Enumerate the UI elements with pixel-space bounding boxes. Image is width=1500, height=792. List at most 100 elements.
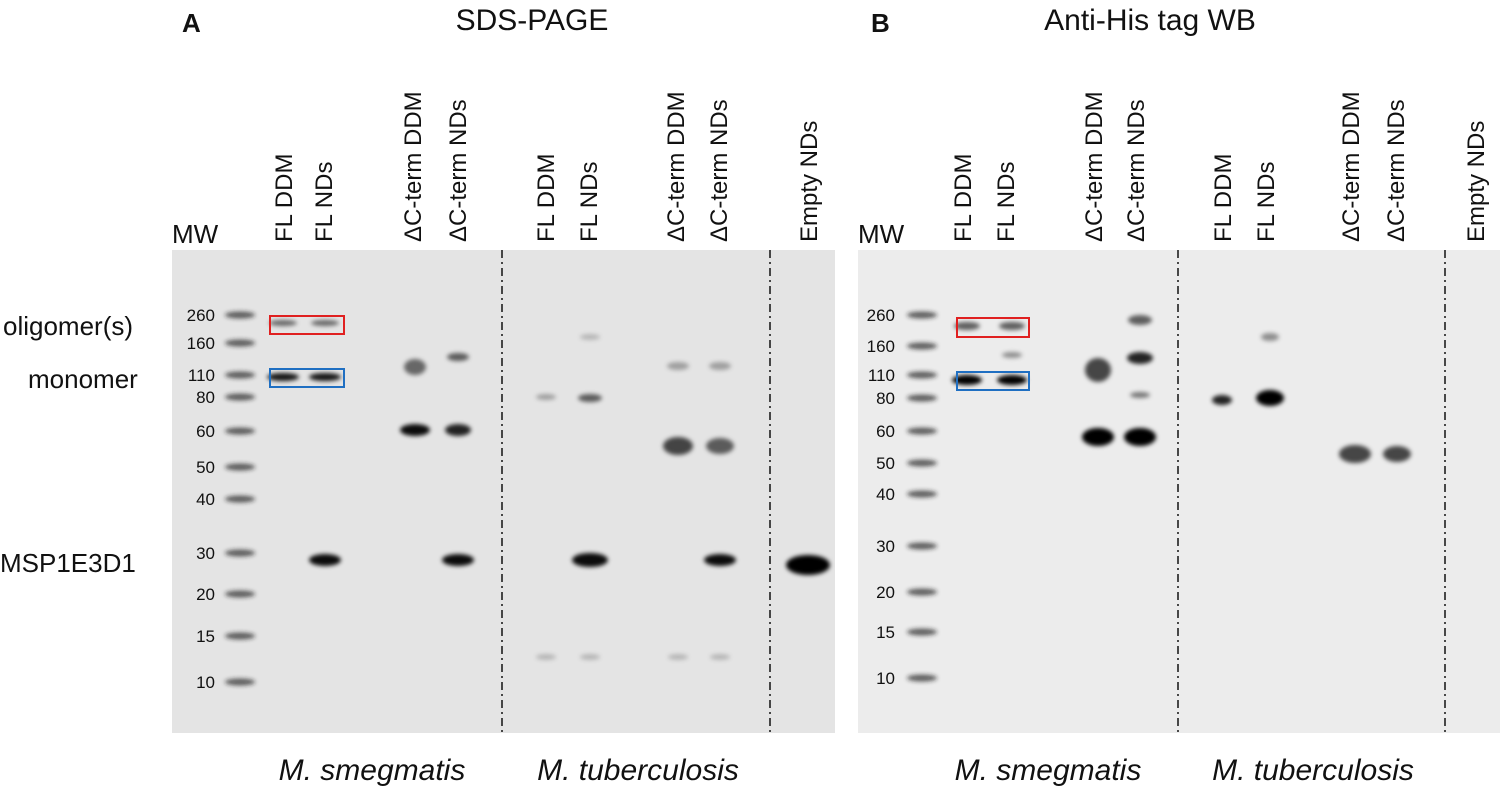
ladder-band <box>907 674 937 682</box>
lane-label: FL NDs <box>993 162 1020 242</box>
panel-letter: B <box>871 8 890 38</box>
band <box>311 320 339 326</box>
band <box>1339 445 1371 463</box>
band <box>309 373 341 381</box>
band <box>668 654 688 660</box>
ladder-band <box>225 339 255 347</box>
band <box>1124 428 1156 446</box>
ladder-band <box>225 393 255 401</box>
bands <box>225 311 1411 686</box>
band <box>786 555 830 575</box>
band <box>1256 390 1284 406</box>
marker-label: 40 <box>876 485 895 504</box>
band <box>572 553 608 567</box>
marker-label: 15 <box>876 623 895 642</box>
mw-label: MW <box>858 219 905 249</box>
band <box>578 394 602 402</box>
band <box>1261 333 1279 341</box>
band <box>1212 395 1232 405</box>
lane-label: Empty NDs <box>1463 121 1490 242</box>
band <box>536 654 556 660</box>
band <box>1002 352 1022 358</box>
ladder-band <box>225 678 255 686</box>
lane-dividers <box>501 250 1446 733</box>
marker-label: 260 <box>187 306 215 325</box>
ladder-band <box>225 463 255 471</box>
marker-label: 160 <box>867 337 895 356</box>
marker-label: 60 <box>196 422 215 441</box>
band <box>997 375 1027 385</box>
band <box>580 654 600 660</box>
lane-label: FL DDM <box>950 154 977 242</box>
highlight-boxes <box>269 315 1030 391</box>
band <box>667 362 689 370</box>
ladder-band <box>907 542 937 550</box>
band <box>580 334 600 340</box>
ladder-band <box>907 588 937 596</box>
lane-label: ΔC-term DDM <box>663 91 690 242</box>
lane-label: FL NDs <box>1253 162 1280 242</box>
marker-label: 50 <box>876 454 895 473</box>
marker-label: 30 <box>196 544 215 563</box>
gel-a <box>172 250 835 733</box>
lane-label: ΔC-term DDM <box>1081 91 1108 242</box>
band <box>1128 315 1152 325</box>
band <box>709 362 731 370</box>
marker-label: 260 <box>867 306 895 325</box>
ladder-band <box>225 311 255 319</box>
species-label: M. tuberculosis <box>1212 754 1414 787</box>
band <box>267 373 299 381</box>
band <box>710 654 730 660</box>
band <box>445 424 471 436</box>
ladder-band <box>225 495 255 503</box>
lane-label: FL DDM <box>533 154 560 242</box>
lane-label: ΔC-term NDs <box>1123 99 1150 242</box>
lane-label: ΔC-term DDM <box>1338 91 1365 242</box>
marker-label: 60 <box>876 422 895 441</box>
band <box>704 554 736 566</box>
band <box>309 554 341 566</box>
band <box>999 322 1025 330</box>
marker-label: 80 <box>196 388 215 407</box>
band <box>706 438 734 454</box>
ladder-band <box>907 490 937 498</box>
ladder-band <box>907 394 937 402</box>
lane-label: FL NDs <box>311 162 338 242</box>
ladder-band <box>225 427 255 435</box>
lane-label: FL DDM <box>1210 154 1237 242</box>
ladder-band <box>907 342 937 350</box>
marker-label: 40 <box>196 490 215 509</box>
marker-label: 50 <box>196 458 215 477</box>
ladder-band <box>907 311 937 319</box>
species-label: M. smegmatis <box>955 754 1142 787</box>
lane-label: ΔC-term NDs <box>1383 99 1410 242</box>
band <box>952 375 982 385</box>
species-label: M. tuberculosis <box>537 754 739 787</box>
annotation: oligomer(s) <box>3 311 133 341</box>
lane-label: FL NDs <box>576 162 603 242</box>
band <box>404 359 426 375</box>
marker-label: 15 <box>196 627 215 646</box>
band <box>269 320 297 326</box>
marker-label: 20 <box>196 585 215 604</box>
band <box>447 353 469 361</box>
lane-label: ΔC-term NDs <box>706 99 733 242</box>
band <box>1127 352 1153 364</box>
marker-label: 80 <box>876 389 895 408</box>
band <box>400 424 430 436</box>
ladder-band <box>907 628 937 636</box>
panel-letter: A <box>182 8 201 38</box>
band <box>442 554 474 566</box>
panel-title: SDS-PAGE <box>456 4 609 37</box>
ladder-band <box>225 549 255 557</box>
band <box>1383 446 1411 462</box>
marker-label: 160 <box>187 334 215 353</box>
band <box>1085 358 1111 382</box>
ladder-band <box>907 371 937 379</box>
lane-label: FL DDM <box>271 154 298 242</box>
annotation: MSP1E3D1 <box>0 548 136 578</box>
lane-label: ΔC-term DDM <box>400 91 427 242</box>
lane-label: ΔC-term NDs <box>445 99 472 242</box>
panel-title: Anti-His tag WB <box>1044 4 1256 37</box>
